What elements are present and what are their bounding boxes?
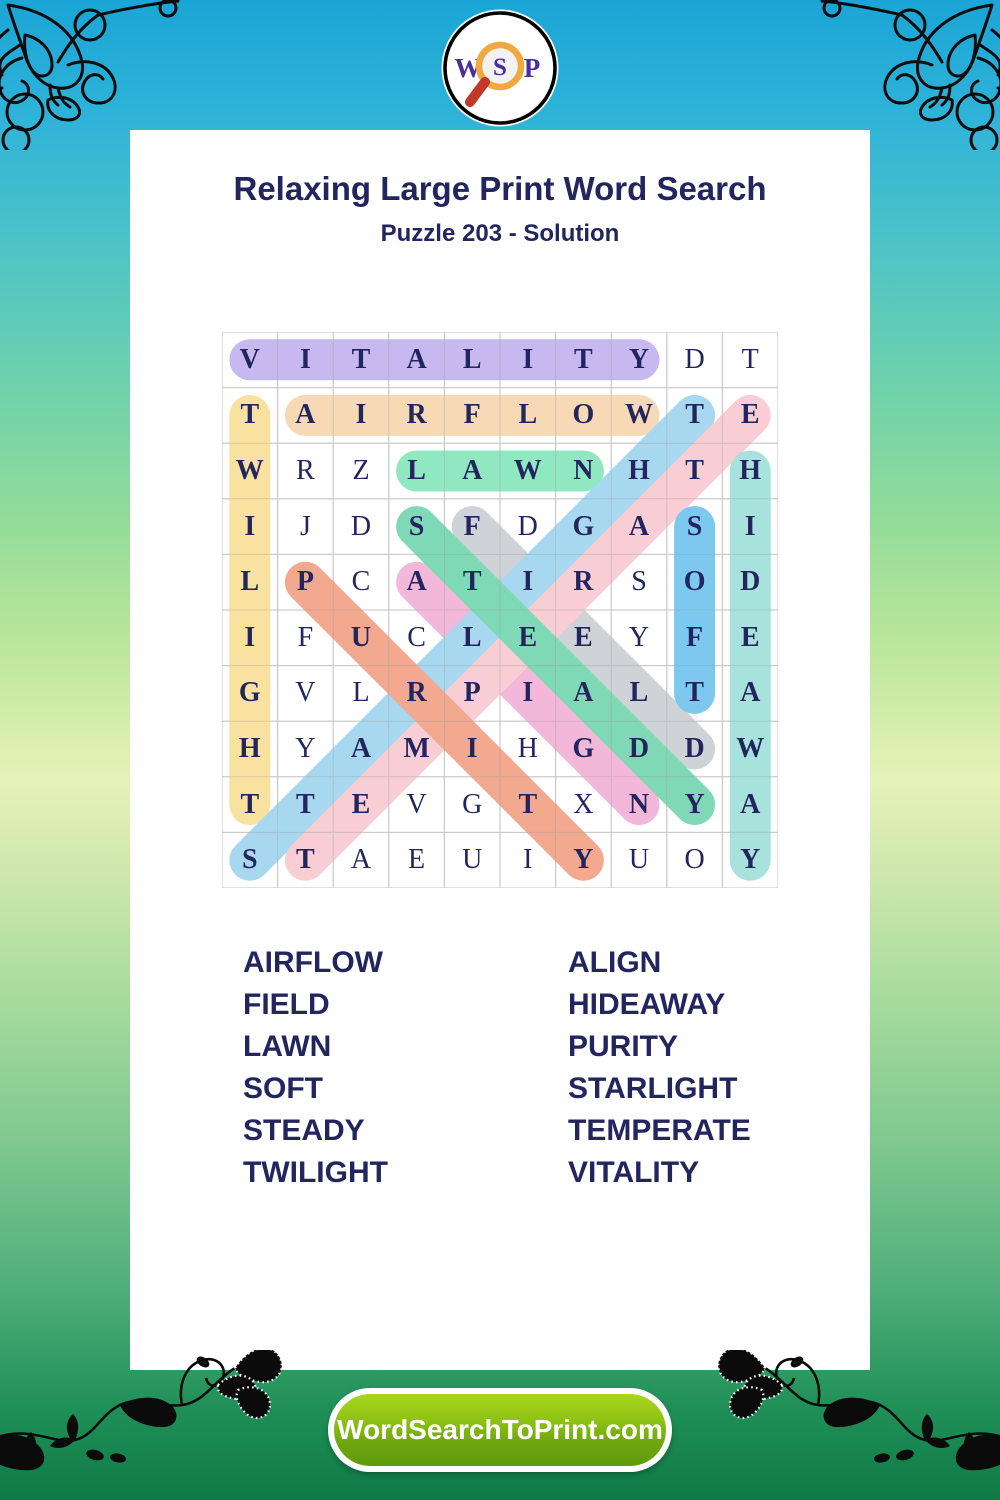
svg-text:S: S (493, 54, 507, 81)
svg-text:P: P (524, 53, 541, 83)
